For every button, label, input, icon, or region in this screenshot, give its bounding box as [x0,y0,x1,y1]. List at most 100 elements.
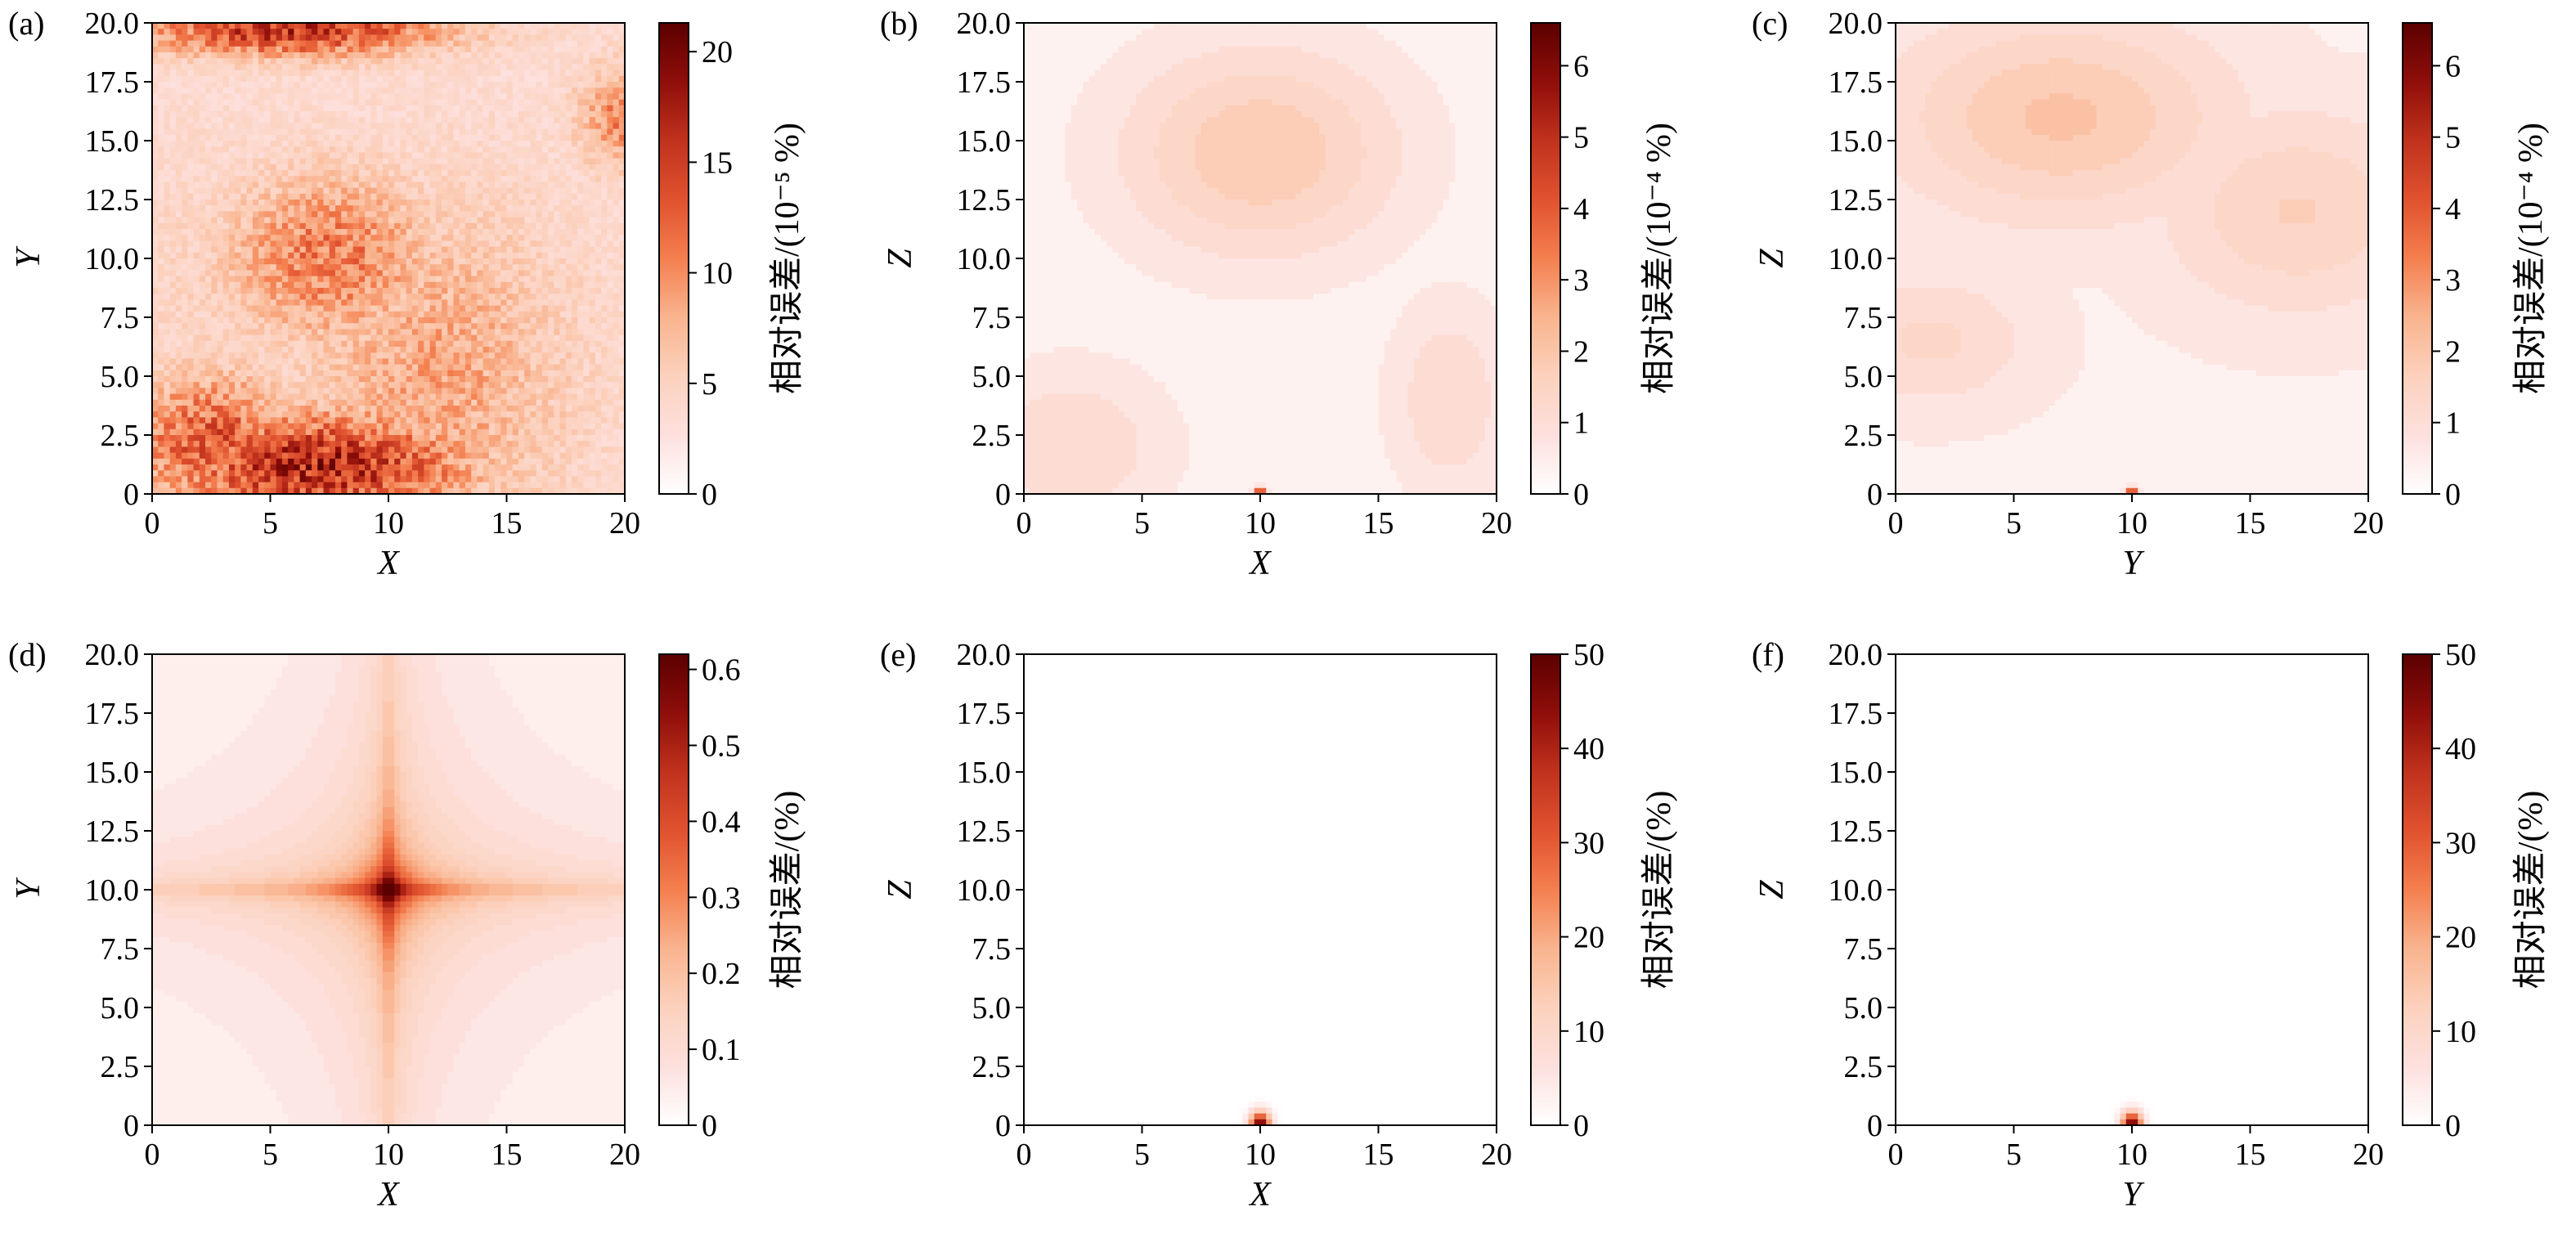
heatmap-cell [359,88,366,94]
heatmap-cell [436,52,442,59]
heatmap-cell [312,76,318,83]
heatmap-cell [500,76,507,83]
heatmap-cell [359,76,366,83]
heatmap-cell [194,76,200,83]
heatmap-cell [471,34,478,41]
heatmap-cell [194,88,200,94]
heatmap-cell [306,29,312,35]
heatmap-cell [477,52,483,59]
heatmap-cell [240,52,247,59]
heatmap-cell [471,58,478,65]
heatmap-cell [406,82,413,88]
heatmap-cell [211,64,218,70]
heatmap-cell [152,52,159,59]
heatmap-cell [229,47,236,53]
heatmap-cell [370,70,377,77]
heatmap-cell [247,34,254,41]
heatmap-cell [500,82,507,88]
heatmap-cell [205,70,212,77]
heatmap-cell [276,88,283,94]
heatmap-cell [317,23,324,29]
heatmap-cell [424,34,430,41]
heatmap-cell [383,29,389,35]
heatmap-cell [365,82,371,88]
heatmap-cell [370,34,377,41]
heatmap-cell [412,58,419,65]
heatmap-cell [601,58,608,65]
heatmap-cell [383,52,389,59]
heatmap-cell [583,23,590,29]
heatmap-cell [194,34,200,41]
heatmap-cell [412,34,419,41]
heatmap-cell [200,88,206,94]
heatmap-cell [235,34,241,41]
heatmap-cell [418,88,424,94]
heatmap-cell [312,64,318,70]
heatmap-cell [507,58,514,65]
heatmap-cell [530,70,536,77]
heatmap-cell [187,88,194,94]
heatmap-cell [271,23,277,29]
heatmap-cell [406,76,413,83]
heatmap-cell [235,47,241,53]
heatmap-cell [495,41,501,47]
heatmap-cell [590,41,596,47]
heatmap-cell [158,41,164,47]
heatmap-cell [187,34,194,41]
heatmap-cell [495,58,501,65]
heatmap-cell [347,23,353,29]
heatmap-cell [590,76,596,83]
heatmap-cell [460,64,466,70]
heatmap-cell [500,29,507,35]
heatmap-cell [253,52,259,59]
heatmap-cell [300,82,307,88]
heatmap-cell [442,58,448,65]
heatmap-cell [200,47,206,53]
heatmap-cell [577,23,584,29]
heatmap-cell [152,88,159,94]
heatmap-cell [377,29,384,35]
heatmap-cell [453,52,460,59]
heatmap-cell [495,47,501,53]
heatmap-cell [264,58,271,65]
heatmap-cell [495,76,501,83]
heatmap-cell [489,23,496,29]
heatmap-cell [312,41,318,47]
heatmap-cell [211,23,218,29]
heatmap-cell [182,52,188,59]
heatmap-cell [513,64,519,70]
heatmap-cell [359,34,366,41]
panel-0: 0 5 10 15 2002.55.07.510.012.515.017.520.0XY… [8,5,806,582]
heatmap-cell [566,64,572,70]
heatmap-cell [394,34,401,41]
heatmap-cell [530,34,536,41]
heatmap-cell [542,76,549,83]
heatmap-cell [542,52,549,59]
heatmap-cell [406,52,413,59]
heatmap-cell [412,47,419,53]
heatmap-cell [400,88,406,94]
heatmap-cell [217,47,223,53]
heatmap-cell [164,76,170,83]
heatmap-cell [294,47,300,53]
heatmap-cell [412,88,419,94]
heatmap-cell [489,47,496,53]
heatmap-cell [271,76,277,83]
heatmap-cell [465,82,472,88]
heatmap-cell [158,47,164,53]
heatmap-cell [613,70,620,77]
heatmap-cell [353,58,360,65]
heatmap-cell [430,64,437,70]
heatmap-cell [258,52,265,59]
heatmap-cell [330,88,336,94]
heatmap-cell [158,76,164,83]
heatmap-cell [312,70,318,77]
heatmap-cell [471,64,478,70]
heatmap-cell [170,70,177,77]
heatmap-cell [460,70,466,77]
heatmap-cell [601,41,608,47]
heatmap-cell [312,29,318,35]
heatmap-cell [536,76,543,83]
heatmap-cell [335,70,342,77]
heatmap-cell [613,23,620,29]
